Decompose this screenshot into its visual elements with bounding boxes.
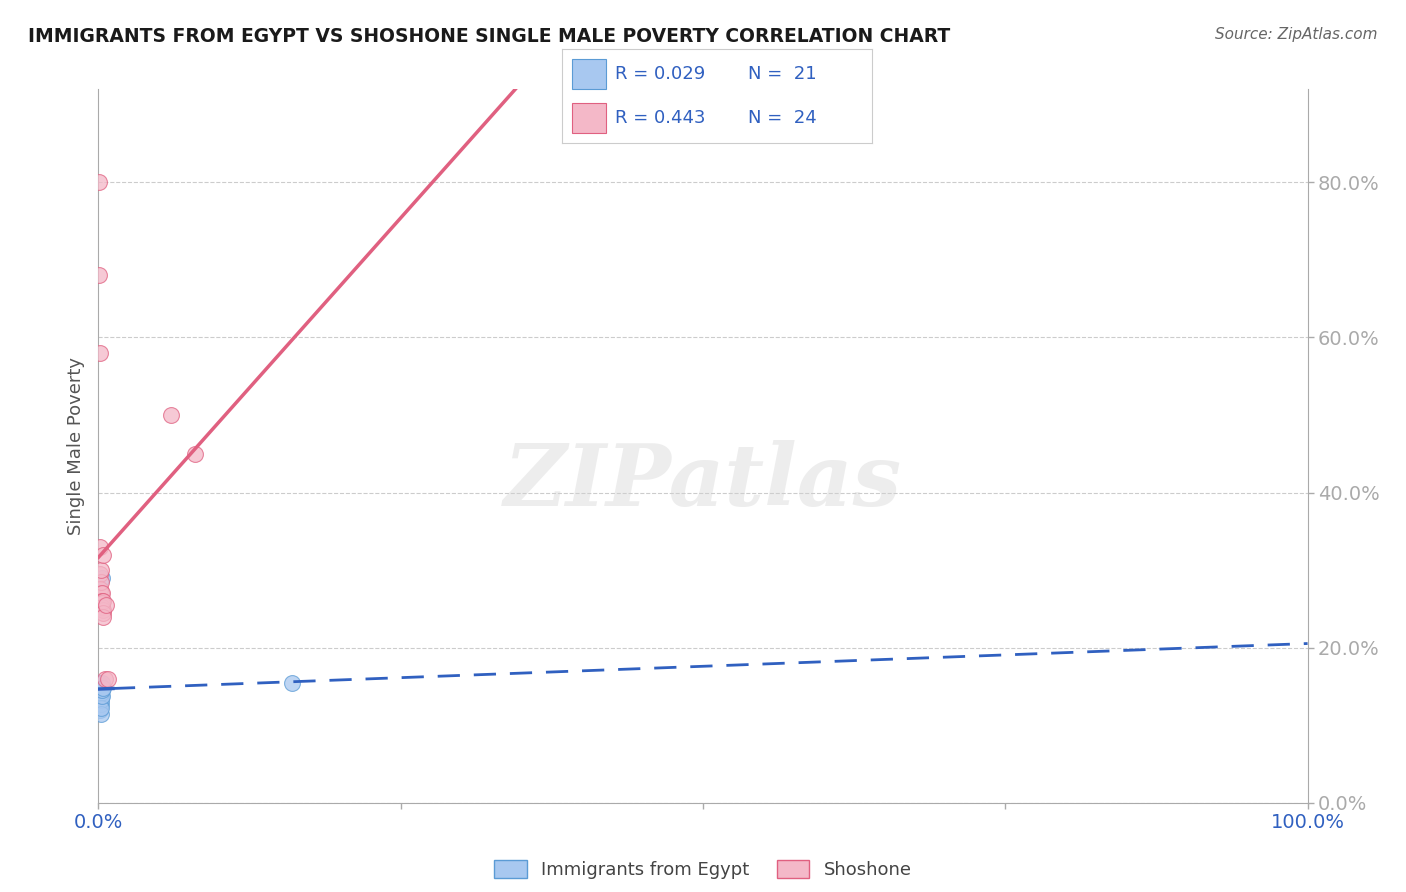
Point bbox=[281, 675, 304, 690]
Text: N =  21: N = 21 bbox=[748, 65, 817, 83]
Point bbox=[184, 447, 207, 461]
Text: ZIPatlas: ZIPatlas bbox=[503, 440, 903, 524]
Text: N =  24: N = 24 bbox=[748, 110, 817, 128]
Point bbox=[90, 563, 112, 577]
Point bbox=[90, 574, 112, 589]
Point bbox=[90, 686, 112, 700]
Legend: Immigrants from Egypt, Shoshone: Immigrants from Egypt, Shoshone bbox=[486, 853, 920, 887]
Point bbox=[89, 540, 111, 554]
Point bbox=[90, 693, 112, 707]
Point bbox=[90, 683, 112, 698]
Point bbox=[90, 594, 112, 608]
Point bbox=[89, 582, 111, 597]
Point bbox=[89, 346, 111, 360]
Point bbox=[91, 683, 114, 698]
Point bbox=[91, 606, 114, 620]
Point bbox=[94, 598, 117, 612]
Point bbox=[89, 675, 111, 690]
Point bbox=[89, 268, 111, 283]
FancyBboxPatch shape bbox=[572, 103, 606, 134]
Point bbox=[89, 695, 111, 709]
Point bbox=[87, 175, 110, 189]
Point bbox=[90, 675, 112, 690]
Point bbox=[90, 586, 112, 600]
Point bbox=[90, 689, 112, 703]
Point bbox=[89, 703, 111, 717]
Point bbox=[91, 609, 114, 624]
Point bbox=[90, 680, 112, 694]
Point bbox=[94, 672, 117, 686]
Point bbox=[91, 603, 114, 617]
Point bbox=[91, 594, 114, 608]
Y-axis label: Single Male Poverty: Single Male Poverty bbox=[66, 357, 84, 535]
Point bbox=[89, 681, 111, 695]
Point bbox=[89, 566, 111, 581]
Point bbox=[90, 706, 112, 721]
FancyBboxPatch shape bbox=[572, 60, 606, 89]
Point bbox=[89, 687, 111, 701]
Point bbox=[160, 408, 183, 422]
Point bbox=[97, 672, 120, 686]
Point bbox=[90, 701, 112, 715]
Point bbox=[90, 681, 112, 695]
Point bbox=[91, 681, 114, 695]
Point bbox=[90, 697, 112, 711]
Point bbox=[90, 594, 112, 608]
Point bbox=[90, 586, 112, 600]
Text: R = 0.443: R = 0.443 bbox=[614, 110, 706, 128]
Point bbox=[91, 689, 114, 703]
Text: Source: ZipAtlas.com: Source: ZipAtlas.com bbox=[1215, 27, 1378, 42]
Point bbox=[91, 600, 114, 615]
Point bbox=[90, 681, 112, 695]
Text: IMMIGRANTS FROM EGYPT VS SHOSHONE SINGLE MALE POVERTY CORRELATION CHART: IMMIGRANTS FROM EGYPT VS SHOSHONE SINGLE… bbox=[28, 27, 950, 45]
Point bbox=[91, 596, 114, 610]
Point bbox=[91, 571, 114, 585]
Point bbox=[93, 548, 115, 562]
Text: R = 0.029: R = 0.029 bbox=[614, 65, 706, 83]
